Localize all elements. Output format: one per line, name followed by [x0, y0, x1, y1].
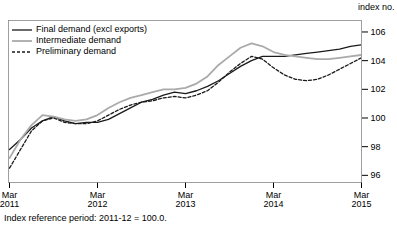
svg-text:Mar2013: Mar2013	[175, 190, 195, 209]
svg-text:Mar2011: Mar2011	[0, 190, 19, 209]
html-text:Index reference period: 2011-1: Index reference period: 2011-12 = 100.0.	[4, 213, 167, 223]
html-text:Preliminary demand: Preliminary demand	[36, 46, 116, 56]
svg-text:106: 106	[371, 27, 386, 37]
svg-text:Mar2015: Mar2015	[351, 190, 371, 209]
svg-text:104: 104	[371, 56, 386, 66]
svg-text:98: 98	[371, 142, 381, 152]
svg-text:Mar2014: Mar2014	[263, 190, 283, 209]
svg-text:100: 100	[371, 113, 386, 123]
html-text:Final demand (excl exports): Final demand (excl exports)	[36, 24, 147, 34]
svg-text:96: 96	[371, 170, 381, 180]
svg-text:102: 102	[371, 84, 386, 94]
svg-text:Mar2012: Mar2012	[87, 190, 107, 209]
html-text:Intermediate demand: Intermediate demand	[36, 35, 122, 45]
svg-text:index no.: index no.	[358, 2, 395, 12]
